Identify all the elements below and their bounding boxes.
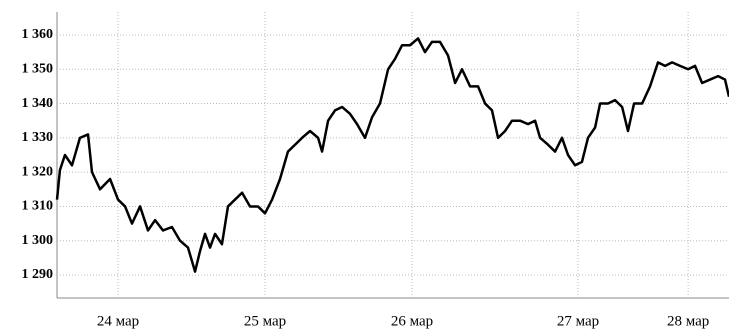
x-tick-label: 27 мар [557,313,599,329]
y-tick-label: 1 290 [22,267,54,282]
y-tick-label: 1 300 [22,233,54,248]
x-tick-label: 24 мар [97,313,139,329]
y-tick-label: 1 360 [22,27,54,42]
x-tick-label: 26 мар [391,313,433,329]
y-tick-label: 1 310 [22,199,54,214]
y-tick-label: 1 320 [22,164,54,179]
x-tick-label: 28 мар [667,313,709,329]
x-tick-label: 25 мар [244,313,286,329]
price-line [55,37,729,273]
y-tick-label: 1 330 [22,130,54,145]
y-tick-label: 1 340 [22,96,54,111]
y-tick-label: 1 350 [22,61,54,76]
